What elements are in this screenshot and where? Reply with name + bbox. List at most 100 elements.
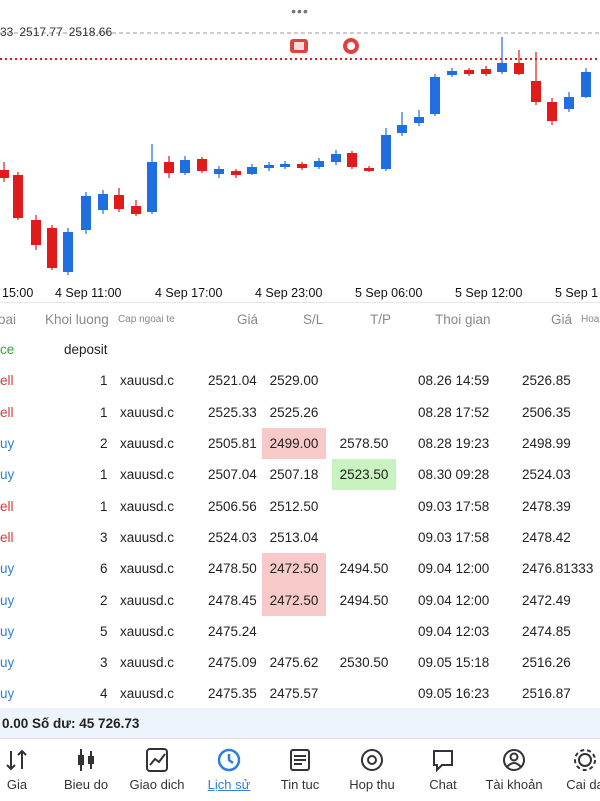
tab-mailbox[interactable]: Hop thu xyxy=(335,739,409,801)
cell-sl: 2475.57 xyxy=(269,686,319,702)
cell-time: 08.28 17:52 xyxy=(418,404,490,420)
cell-type: ce xyxy=(0,342,15,358)
tab-quotes[interactable]: Gia xyxy=(0,739,54,801)
cell-time: 09.04 12:03 xyxy=(418,623,490,639)
cell-symbol: deposit xyxy=(64,342,108,358)
candle-body xyxy=(180,160,190,173)
cell-symbol: xauusd.c xyxy=(120,373,175,389)
table-row[interactable]: ell 3 xauusd.c 2524.03 2513.04 09.03 17:58 247… xyxy=(0,522,600,553)
candlestick-icon xyxy=(78,749,94,771)
candle-body xyxy=(314,161,324,167)
cell-tp xyxy=(332,490,396,521)
table-row[interactable]: ell 1 xauusd.c 2525.33 2525.26 08.28 17:52 250… xyxy=(0,397,600,428)
time-label: 4 Sep 11:00 xyxy=(55,286,122,300)
candle-body xyxy=(430,77,440,114)
table-row[interactable]: ell 1 xauusd.c 2506.56 2512.50 09.03 17:58 247… xyxy=(0,490,600,521)
cell-symbol: xauusd.c xyxy=(120,467,175,483)
cell-symbol: xauusd.c xyxy=(120,529,175,545)
cell-close-price: 2476.81333 xyxy=(522,561,594,577)
cell-tp: 2494.50 xyxy=(339,561,389,577)
time-axis: 15:00 4 Sep 11:00 4 Sep 17:00 4 Sep 23:0… xyxy=(0,284,600,302)
time-label: 4 Sep 23:00 xyxy=(255,286,323,300)
table-row[interactable]: ce deposit xyxy=(0,334,600,365)
candle-body xyxy=(297,164,307,168)
cell-volume: 6 xyxy=(100,561,108,577)
header-symbol[interactable]: Cap ngoai te xyxy=(118,314,175,325)
tab-settings[interactable]: Cai da xyxy=(548,739,600,801)
cell-volume: 3 xyxy=(100,655,108,671)
cell-sl: 2529.00 xyxy=(269,373,319,389)
cell-close-price: 2478.42 xyxy=(522,529,571,545)
history-clock-icon xyxy=(217,748,241,772)
tab-account[interactable]: Tài khoản xyxy=(477,739,551,801)
cell-volume: 3 xyxy=(100,529,108,545)
cell-close-price: 2526.85 xyxy=(522,373,571,389)
cell-price: 2525.33 xyxy=(208,404,257,420)
candle-body xyxy=(63,232,73,272)
cell-volume: 1 xyxy=(100,404,108,420)
time-label: 15:00 xyxy=(2,286,34,300)
table-row[interactable]: uy 2 xauusd.c 2505.81 2499.00 2578.50 08.28 19… xyxy=(0,427,600,460)
cell-symbol: xauusd.c xyxy=(120,498,175,514)
cell-sl xyxy=(262,334,326,365)
cell-price: 2478.45 xyxy=(208,592,257,608)
cell-time: 09.04 12:00 xyxy=(418,592,490,608)
tab-label: Gia xyxy=(6,777,28,792)
tab-history[interactable]: Lịch sử xyxy=(192,739,266,801)
tab-chat[interactable]: Chat xyxy=(406,739,480,801)
cell-sl xyxy=(262,616,326,647)
price-chart[interactable] xyxy=(0,20,600,302)
cell-type: uy xyxy=(0,623,15,639)
trade-chart-icon xyxy=(146,748,168,772)
cell-time: 09.05 15:18 xyxy=(418,655,490,671)
header-type[interactable]: oai xyxy=(0,312,17,327)
cell-close-price: 2516.87 xyxy=(522,686,571,702)
header-sl[interactable]: S/L xyxy=(303,312,324,327)
table-row[interactable]: uy 5 xauusd.c 2475.24 09.04 12:03 2474.85 xyxy=(0,616,600,647)
cell-close-price: 2498.99 xyxy=(522,436,571,452)
cell-tp xyxy=(332,522,396,553)
tab-news[interactable]: Tin tuc xyxy=(263,739,337,801)
header-time[interactable]: Thoi gian xyxy=(435,312,491,327)
table-row[interactable]: uy 6 xauusd.c 2478.50 2472.50 2494.50 09.04 12… xyxy=(0,553,600,585)
table-row[interactable]: uy 2 xauusd.c 2478.45 2472.50 2494.50 09.04 12… xyxy=(0,584,600,616)
header-price[interactable]: Giá xyxy=(237,312,259,327)
price-label: 33 xyxy=(0,25,14,39)
header-tp[interactable]: T/P xyxy=(370,312,392,327)
tab-label: Cai da xyxy=(566,777,600,792)
header-close-price[interactable]: Giá xyxy=(551,312,573,327)
cell-price: 2506.56 xyxy=(208,498,257,514)
cell-tp xyxy=(332,397,396,428)
candle-body xyxy=(531,81,541,102)
cell-type: uy xyxy=(0,561,15,577)
table-row[interactable]: ell 1 xauusd.c 2521.04 2529.00 08.26 14:59 252… xyxy=(0,365,600,396)
tab-label: Bieu do xyxy=(63,777,109,792)
tab-chart[interactable]: Bieu do xyxy=(49,739,123,801)
candle-body xyxy=(264,165,274,168)
header-commission[interactable]: Hoa xyxy=(581,314,600,325)
header-volume[interactable]: Khoi luong xyxy=(45,312,109,327)
table-row[interactable]: uy 3 xauusd.c 2475.09 2475.62 2530.50 09.05 15… xyxy=(0,647,600,678)
candle-body xyxy=(381,135,391,169)
bottom-tab-bar: Gia Bieu do Giao dich Lịch sử Tin tuc xyxy=(0,738,600,801)
drag-handle-dots[interactable]: ••• xyxy=(291,3,309,19)
candle-body xyxy=(131,206,141,214)
candle-body xyxy=(364,168,374,171)
cell-volume: 1 xyxy=(100,467,108,483)
cell-close-price: 2478.39 xyxy=(522,498,571,514)
candle-body xyxy=(564,97,574,109)
cell-time: 09.03 17:58 xyxy=(418,529,490,545)
candle-body xyxy=(47,228,57,268)
candle-body xyxy=(497,63,507,72)
cell-price: 2507.04 xyxy=(208,467,257,483)
cell-close-price: 2516.26 xyxy=(522,655,571,671)
cell-price: 2475.09 xyxy=(208,655,257,671)
table-row[interactable]: uy 1 xauusd.c 2507.04 2507.18 2523.50 08.30 09… xyxy=(0,459,600,491)
cell-price: 2475.24 xyxy=(208,623,257,639)
cell-close-price: 2472.49 xyxy=(522,592,571,608)
tab-trade[interactable]: Giao dich xyxy=(120,739,194,801)
table-row[interactable]: uy 4 xauusd.c 2475.35 2475.57 09.05 16:23 2516… xyxy=(0,678,600,709)
cell-type: uy xyxy=(0,592,15,608)
cell-tp: 2578.50 xyxy=(339,436,389,452)
candle-body xyxy=(31,220,41,245)
